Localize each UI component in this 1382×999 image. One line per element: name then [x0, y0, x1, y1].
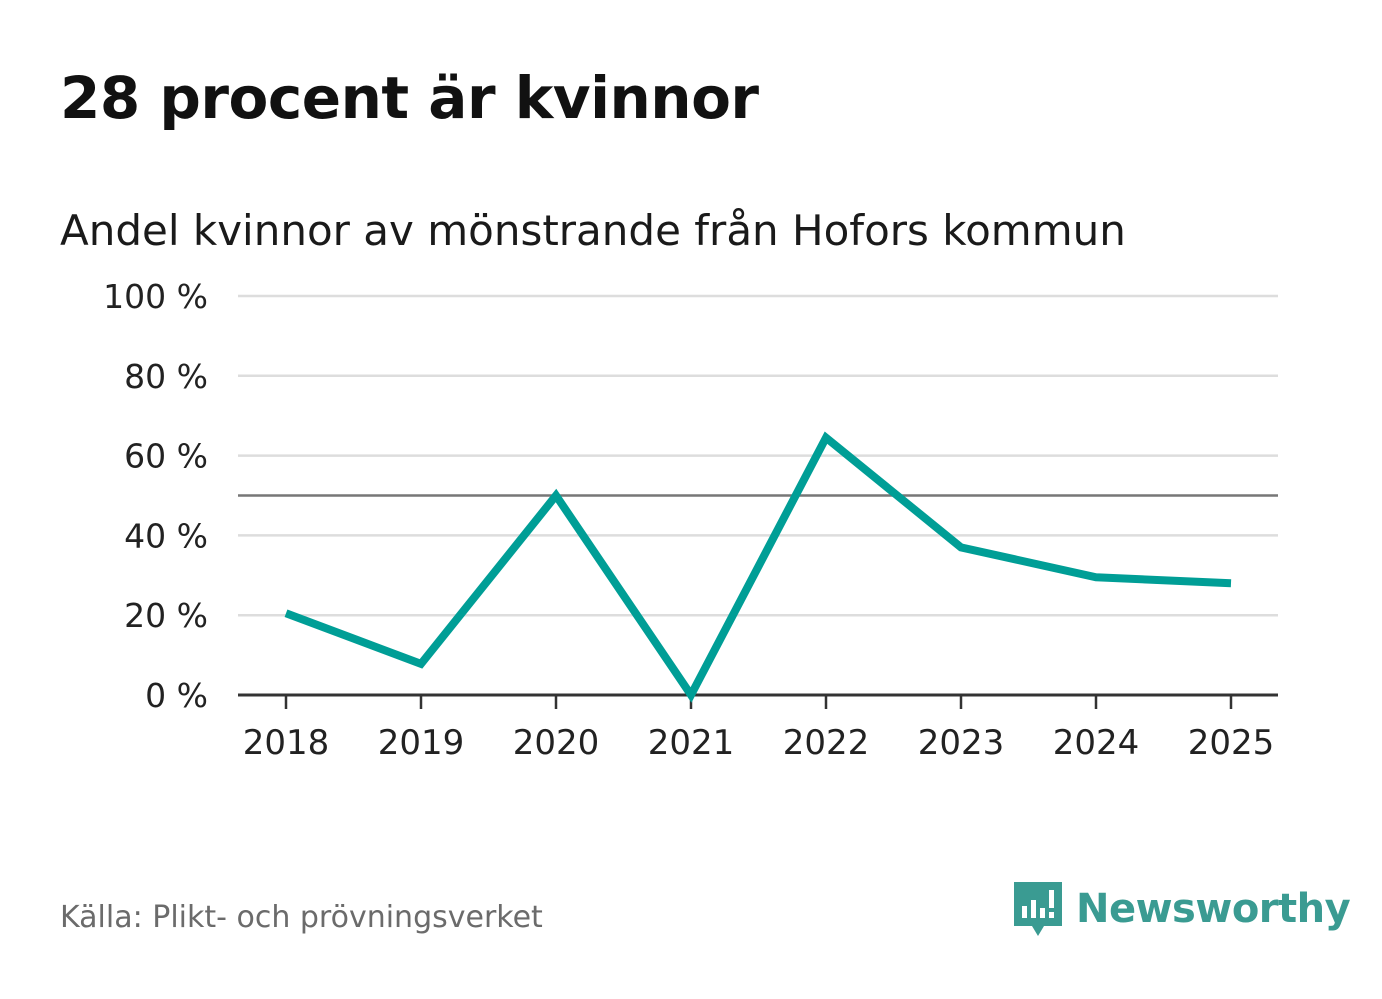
y-tick-label: 20 %	[124, 596, 208, 635]
y-tick-label: 60 %	[124, 437, 208, 476]
x-tick-label: 2019	[378, 723, 465, 763]
newsworthy-logo-icon	[1014, 882, 1062, 936]
x-tick-label: 2024	[1053, 723, 1140, 763]
chart-subtitle: Andel kvinnor av mönstrande från Hofors …	[60, 206, 1126, 255]
y-tick-label: 0 %	[145, 676, 208, 715]
y-tick-label: 40 %	[124, 516, 208, 555]
y-tick-label: 80 %	[124, 357, 208, 396]
x-tick-label: 2018	[243, 723, 330, 763]
x-tick-label: 2025	[1188, 723, 1275, 763]
chart-title: 28 procent är kvinnor	[60, 64, 759, 132]
y-tick-label: 100 %	[103, 277, 208, 316]
x-tick-label: 2020	[513, 723, 600, 763]
x-tick-label: 2021	[648, 723, 735, 763]
brand-name: Newsworthy	[1076, 886, 1351, 932]
newsworthy-logo: Newsworthy	[1010, 878, 1351, 940]
series-line	[284, 431, 1232, 703]
x-tick-label: 2022	[783, 723, 870, 763]
source-note: Källa: Plikt- och prövningsverket	[60, 900, 543, 935]
x-tick-label: 2023	[918, 723, 1005, 763]
